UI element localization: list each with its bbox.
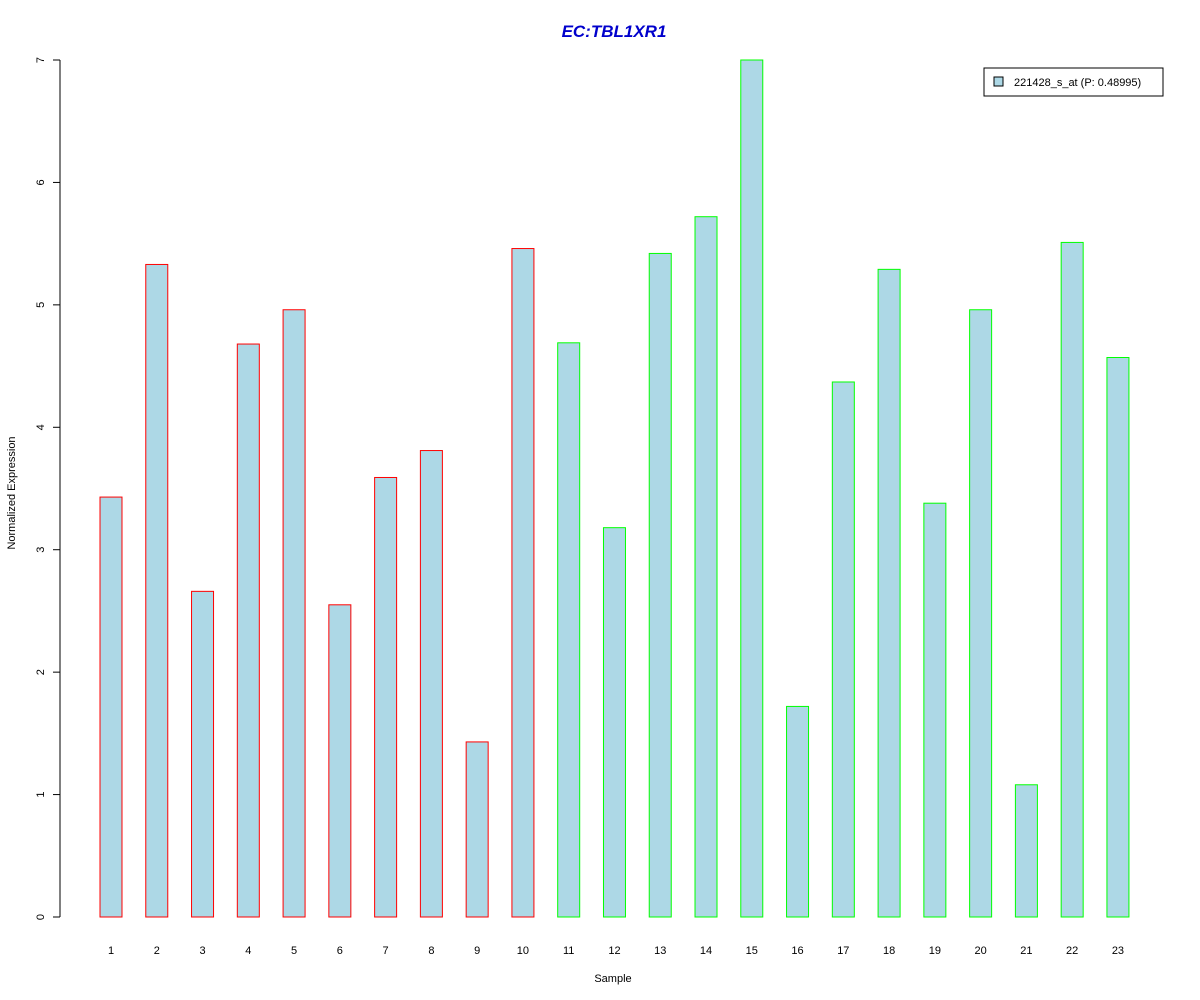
bar bbox=[1060, 241, 1084, 918]
x-tick-label: 18 bbox=[883, 945, 895, 957]
chart-title: EC:TBL1XR1 bbox=[562, 22, 667, 41]
x-tick-label: 11 bbox=[563, 945, 574, 957]
bars-group bbox=[99, 59, 1130, 918]
x-axis-label: Sample bbox=[594, 973, 631, 985]
x-tick-label: 3 bbox=[199, 945, 205, 957]
x-tick-label: 10 bbox=[517, 945, 529, 957]
bar bbox=[1106, 357, 1130, 918]
bar bbox=[99, 496, 123, 918]
x-tick-label: 13 bbox=[654, 945, 666, 957]
bar bbox=[282, 309, 306, 918]
legend-box bbox=[983, 67, 1164, 97]
bar bbox=[328, 604, 352, 918]
x-tick-label: 16 bbox=[791, 945, 803, 957]
bar bbox=[374, 476, 398, 918]
x-tick-label: 8 bbox=[428, 945, 434, 957]
bar bbox=[694, 216, 718, 918]
x-tick-label: 6 bbox=[337, 945, 343, 957]
x-tick-label: 12 bbox=[608, 945, 620, 957]
bar bbox=[465, 741, 489, 918]
bar bbox=[511, 248, 535, 918]
x-tick-label: 19 bbox=[929, 945, 941, 957]
bar bbox=[877, 268, 901, 918]
bar bbox=[602, 527, 626, 918]
bar bbox=[831, 381, 855, 918]
x-tick-labels: 1 2 3 4 5 6 7 8 9 10 11 12 13 14 15 16 17 18 19 20 21 22 23 bbox=[108, 945, 1124, 957]
bar bbox=[191, 590, 215, 918]
x-tick-label: 22 bbox=[1066, 945, 1078, 957]
bar bbox=[923, 502, 947, 918]
x-tick-label: 4 bbox=[245, 945, 251, 957]
x-tick-label: 1 bbox=[108, 945, 114, 957]
bar bbox=[236, 343, 260, 918]
x-tick-label: 21 bbox=[1020, 945, 1032, 957]
bar bbox=[969, 309, 993, 918]
y-tick-label: 0 bbox=[35, 914, 47, 920]
x-tick-label: 15 bbox=[746, 945, 758, 957]
x-tick-label: 17 bbox=[837, 945, 849, 957]
x-tick-label: 14 bbox=[700, 945, 712, 957]
legend-label: 221428_s_at (P: 0.48995) bbox=[1014, 77, 1141, 89]
legend: 221428_s_at (P: 0.48995) bbox=[983, 67, 1164, 97]
bar bbox=[648, 252, 672, 918]
x-tick-label: 7 bbox=[383, 945, 389, 957]
x-tick-label: 20 bbox=[975, 945, 987, 957]
legend-swatch bbox=[993, 76, 1004, 87]
y-tick-label: 7 bbox=[35, 57, 47, 63]
y-tick-label: 5 bbox=[35, 302, 47, 308]
x-tick-label: 5 bbox=[291, 945, 297, 957]
x-tick-label: 9 bbox=[474, 945, 480, 957]
y-tick-label: 4 bbox=[35, 424, 47, 430]
bar bbox=[786, 705, 810, 918]
y-axis-label: Normalized Expression bbox=[6, 436, 18, 549]
bar bbox=[419, 450, 443, 918]
x-tick-label: 23 bbox=[1112, 945, 1124, 957]
bar bbox=[1014, 784, 1038, 918]
y-tick-label: 1 bbox=[35, 792, 47, 798]
y-tick-label: 2 bbox=[35, 669, 47, 675]
x-tick-label: 2 bbox=[154, 945, 160, 957]
bar bbox=[145, 263, 169, 918]
bar bbox=[740, 59, 764, 918]
bar bbox=[557, 342, 581, 918]
y-tick-label: 6 bbox=[35, 179, 47, 185]
y-axis: 0 1 2 3 4 5 6 7 bbox=[35, 57, 61, 920]
y-tick-label: 3 bbox=[35, 547, 47, 553]
